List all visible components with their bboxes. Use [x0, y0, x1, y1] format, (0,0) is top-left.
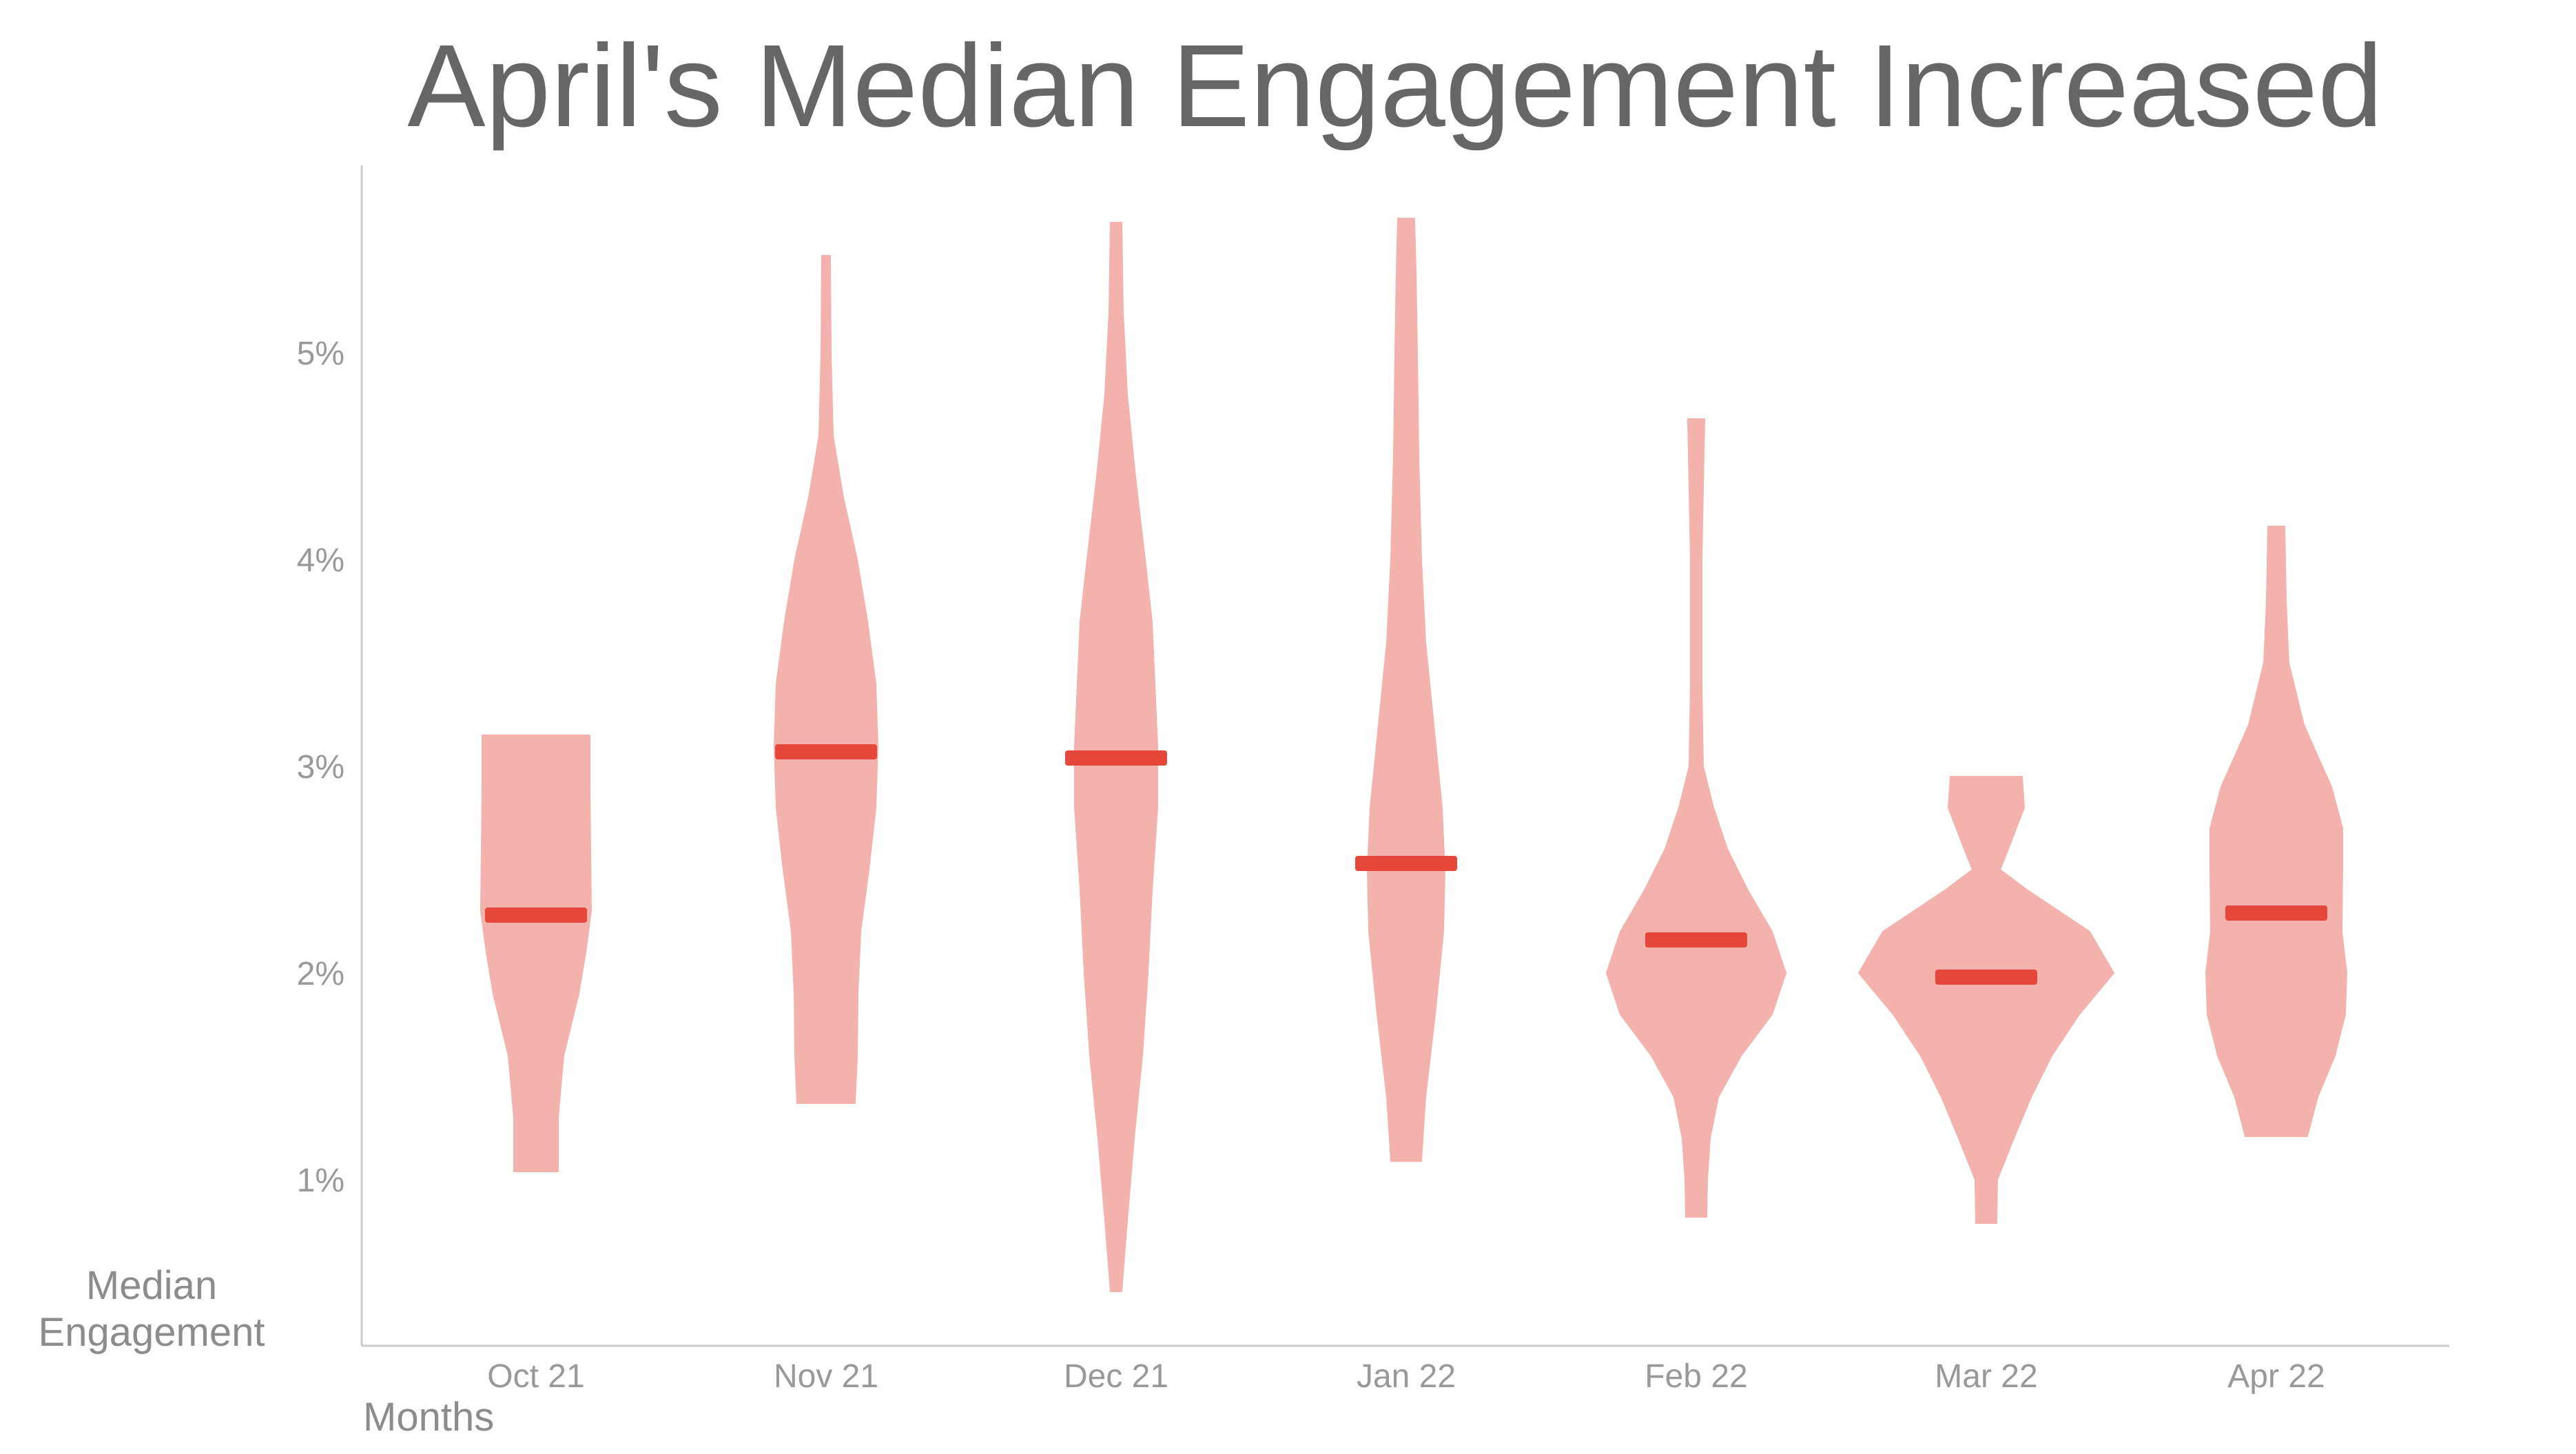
violin-group	[480, 218, 2347, 1292]
median-marker-mar-22	[1935, 970, 2037, 985]
median-marker-oct-21	[485, 908, 587, 923]
median-marker-feb-22	[1645, 932, 1747, 948]
x-tick-label: Mar 22	[1935, 1358, 2037, 1395]
violin-mar-22	[1858, 776, 2114, 1224]
median-marker-jan-22	[1355, 856, 1457, 871]
x-tick-label: Apr 22	[2227, 1358, 2325, 1395]
median-marker-dec-21	[1065, 750, 1167, 766]
y-tick-label: 2%	[297, 956, 344, 992]
median-marker-apr-22	[2225, 905, 2327, 921]
violin-jan-22	[1367, 218, 1445, 1162]
x-tick-label: Feb 22	[1645, 1358, 1747, 1395]
y-axis-label-line2: Engagement	[39, 1310, 265, 1355]
y-tick-label: 1%	[297, 1163, 344, 1199]
x-tick-label: Jan 22	[1357, 1358, 1456, 1395]
violin-feb-22	[1606, 418, 1786, 1218]
y-tick-label: 5%	[297, 336, 344, 372]
x-axis-label: Months	[363, 1395, 494, 1440]
x-tick-label: Nov 21	[774, 1358, 878, 1395]
y-tick-label: 3%	[297, 749, 344, 786]
y-tick-group: 1% 2% 3% 4% 5%	[297, 336, 344, 1199]
chart-title: April's Median Engagement Increased	[407, 21, 2382, 152]
x-tick-label: Oct 21	[487, 1358, 584, 1395]
violin-oct-21	[480, 735, 592, 1172]
violin-nov-21	[774, 255, 878, 1104]
violin-apr-22	[2205, 526, 2347, 1137]
x-tick-group: Oct 21 Nov 21 Dec 21 Jan 22 Feb 22 Mar 22 Apr …	[487, 1358, 2325, 1395]
y-tick-label: 4%	[297, 542, 344, 579]
median-marker-nov-21	[775, 744, 877, 759]
y-axis-label-line1: Median	[86, 1263, 217, 1308]
x-tick-label: Dec 21	[1064, 1358, 1168, 1395]
